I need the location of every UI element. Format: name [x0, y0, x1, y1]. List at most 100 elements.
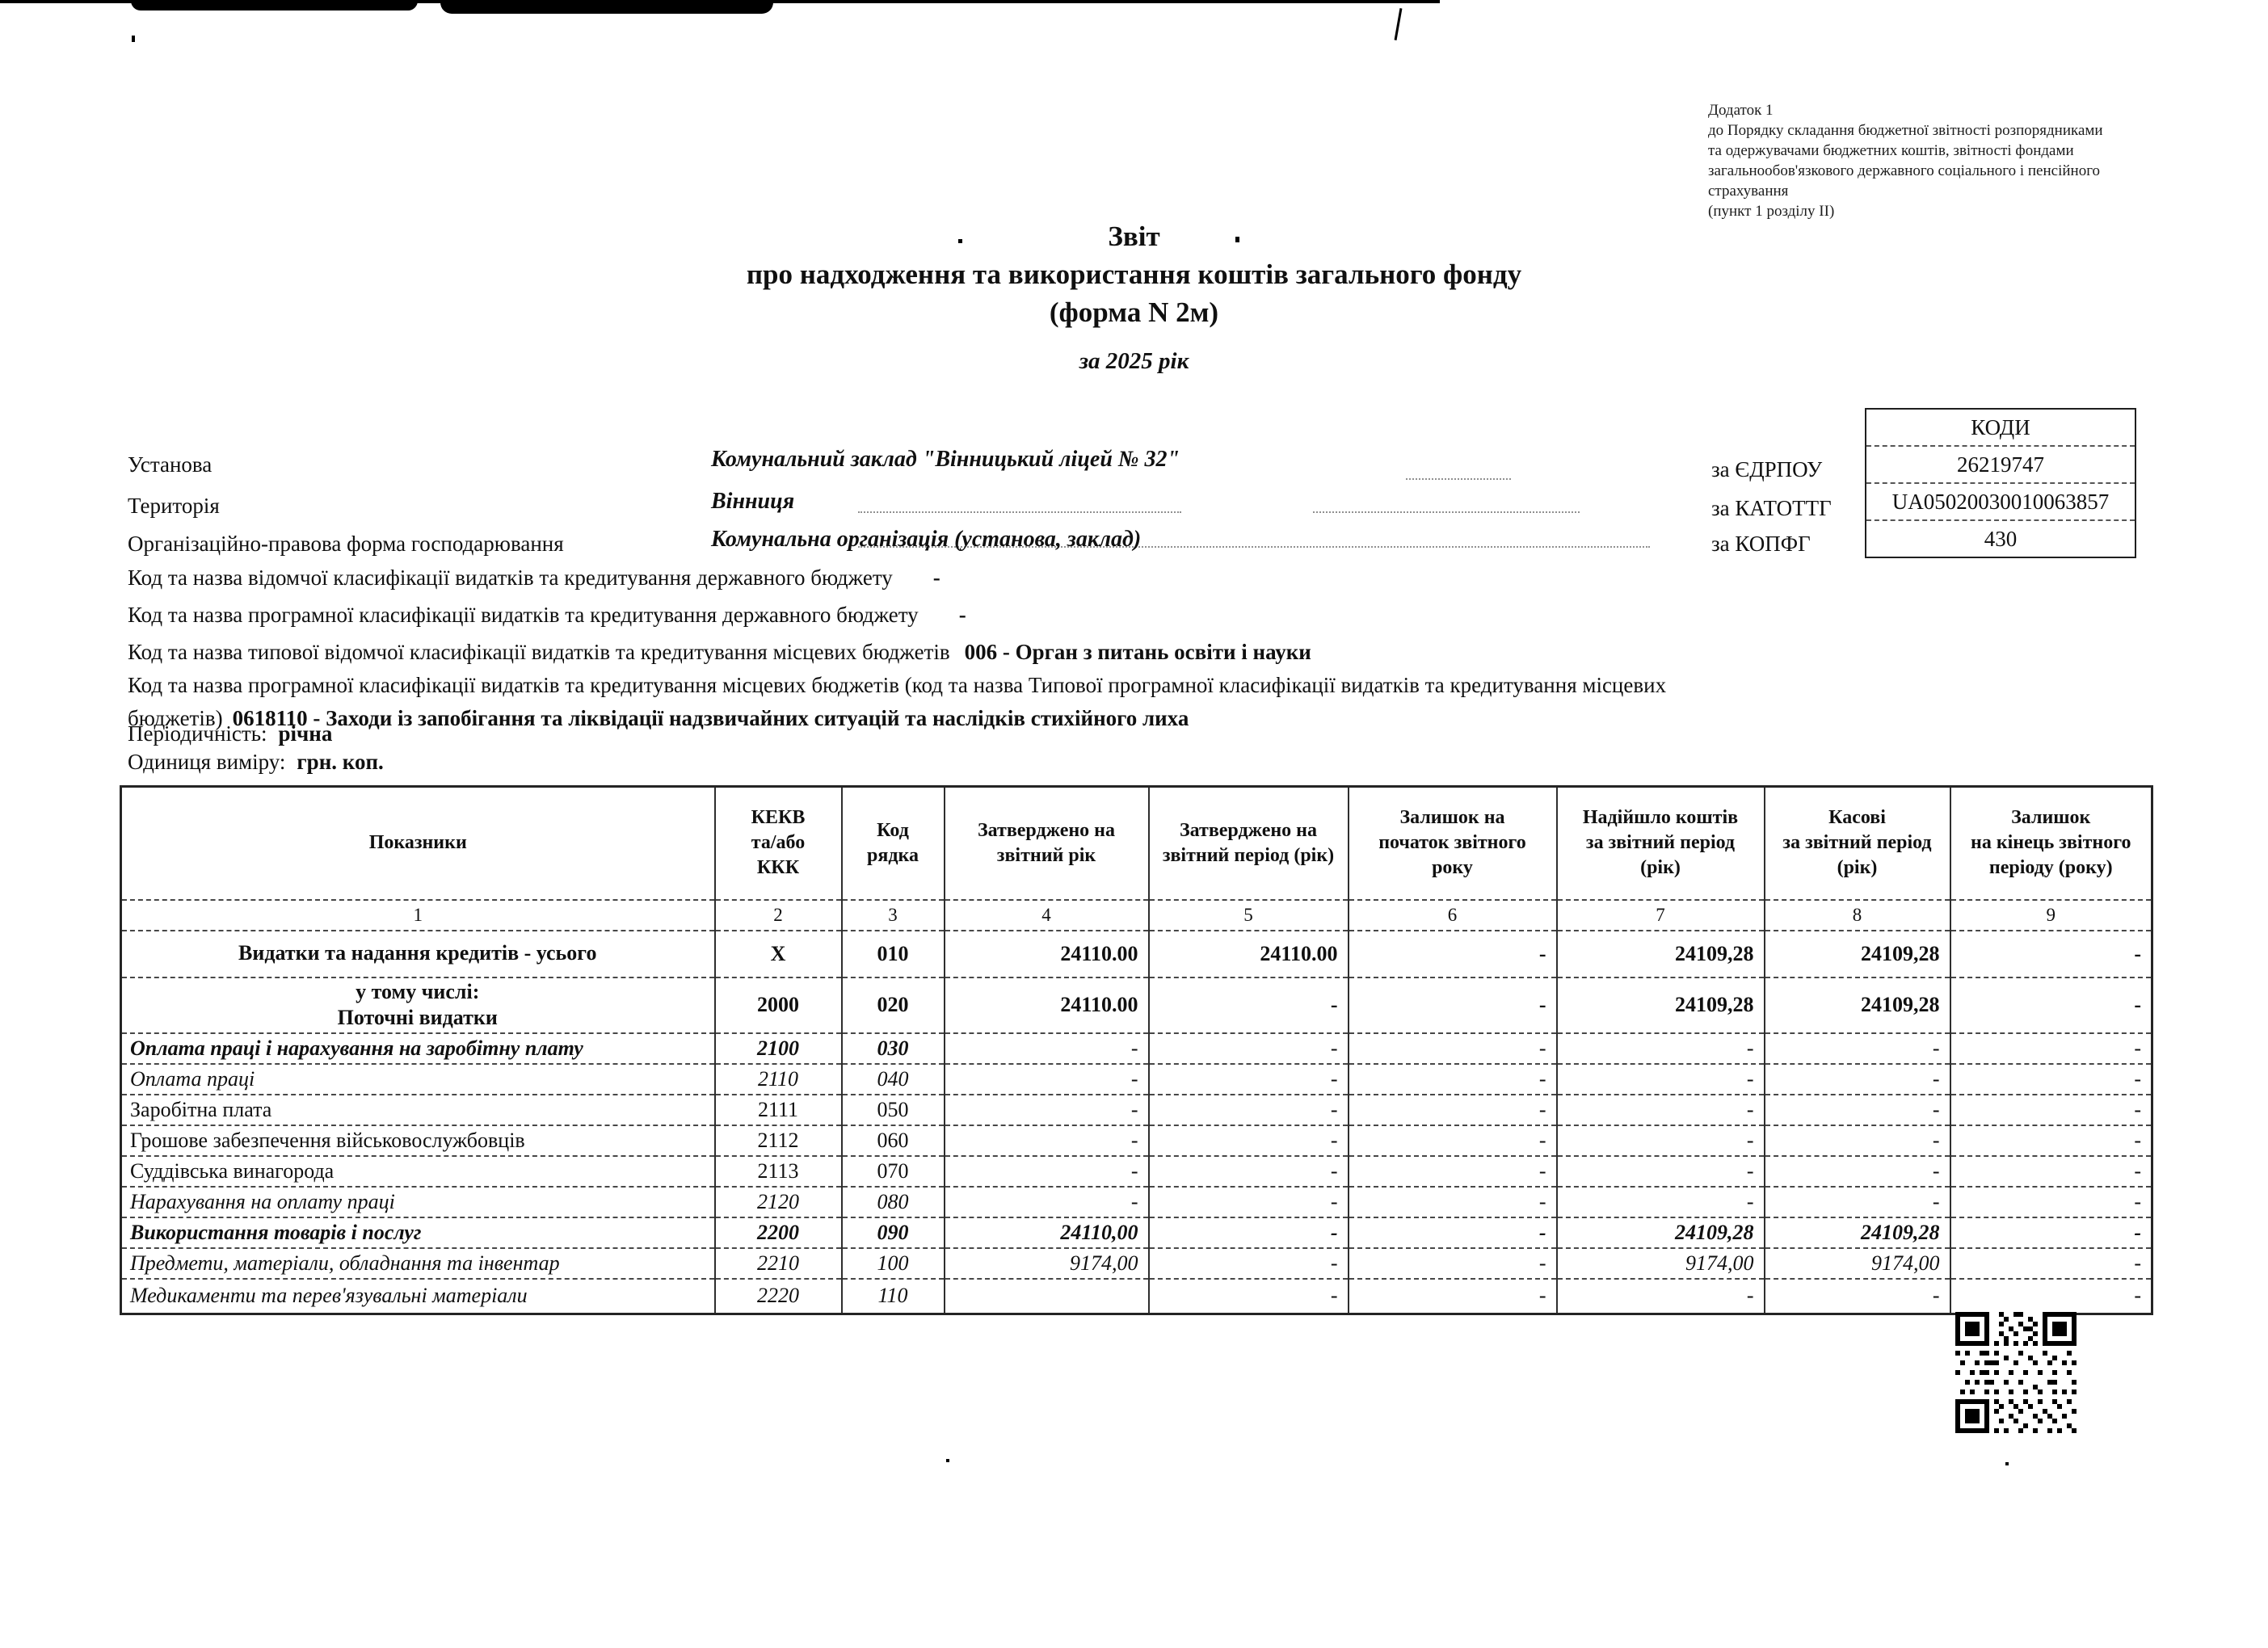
cell-value: - [1763, 1093, 1950, 1125]
cell-value: - [1147, 976, 1349, 1033]
cell-value: 24110.00 [1147, 929, 1349, 977]
appendix-note: Додаток 1 до Порядку складання бюджетної… [1708, 100, 2225, 221]
periodicity-label: Періодичність: [128, 721, 267, 746]
column-number: 4 [943, 898, 1149, 931]
cell-value: - [1347, 929, 1557, 977]
row-kekv: 2112 [713, 1124, 842, 1156]
appendix-line: Додаток 1 [1708, 102, 1774, 119]
cell-value: - [1949, 1032, 2152, 1064]
scan-artifact [958, 239, 962, 243]
cell-value: - [1555, 1062, 1765, 1095]
cell-value: - [1763, 1062, 1950, 1095]
column-number: 5 [1147, 898, 1349, 931]
scan-artifact [858, 511, 1181, 513]
row-kekv: 2100 [713, 1032, 842, 1064]
column-number: 3 [840, 898, 945, 931]
header-kekv: КЕКВ та/або ККК [713, 785, 842, 900]
table-row: Грошове забезпечення військовослужбовців… [120, 1124, 2152, 1156]
territory-value: Вінниця [711, 489, 795, 514]
row-code: 100 [840, 1247, 945, 1279]
cell-value: - [1763, 1154, 1950, 1187]
column-number: 7 [1555, 898, 1765, 931]
classification-text: Код та назва програмної класифікації вид… [128, 603, 919, 627]
header-received: Надійшло коштів за звітний період (рік) [1555, 785, 1765, 900]
territory-label: Територія [128, 494, 220, 518]
cell-value: - [1555, 1154, 1765, 1187]
column-numbering-row: 1 2 3 4 5 6 7 8 9 [120, 898, 2152, 931]
scan-artifact [858, 546, 1650, 548]
row-code: 060 [840, 1124, 945, 1156]
cell-value [943, 1277, 1149, 1314]
cell-value: - [1555, 1093, 1765, 1125]
scan-artifact [132, 36, 135, 42]
legal-form-value: Комунальна організація (установа, заклад… [711, 527, 1142, 552]
row-indicator: Видатки та надання кредитів - усього [120, 929, 715, 977]
row-indicator: Медикаменти та перев'язувальні матеріали [120, 1277, 715, 1314]
classification-code: - [958, 603, 966, 627]
cell-value: - [1147, 1154, 1349, 1187]
cell-value: 24109,28 [1555, 976, 1765, 1033]
table-row: Заробітна плата 2111 050 - - - - - - [120, 1093, 2152, 1125]
cell-value: 24109,28 [1763, 929, 1950, 977]
cell-value: - [1763, 1185, 1950, 1217]
table-row: Видатки та надання кредитів - усього X 0… [120, 929, 2152, 977]
table-row: Медикаменти та перев'язувальні матеріали… [120, 1277, 2152, 1314]
cell-value: - [1147, 1032, 1349, 1064]
row-code: 080 [840, 1185, 945, 1217]
classification-text: Код та назва програмної класифікації вид… [128, 673, 1667, 730]
table-row: Оплата праці 2110 040 - - - - - - [120, 1062, 2152, 1095]
row-indicator: Використання товарів і послуг [120, 1216, 715, 1248]
table-row: Використання товарів і послуг 2200 090 2… [120, 1216, 2152, 1248]
cell-value: - [943, 1124, 1149, 1156]
row-indicator: Заробітна плата [120, 1093, 715, 1125]
cell-value: - [1147, 1277, 1349, 1314]
cell-value: - [1555, 1124, 1765, 1156]
cell-value: 24109,28 [1763, 976, 1950, 1033]
column-number: 2 [713, 898, 842, 931]
appendix-line: до Порядку складання бюджетної звітності… [1708, 122, 2103, 140]
cell-value: - [1949, 1124, 2152, 1156]
codes-box: КОДИ 26219747 UA05020030010063857 430 [1865, 408, 2136, 558]
row-code: 090 [840, 1216, 945, 1248]
scan-artifact [946, 1459, 949, 1462]
katottg-label: за КАТОТТГ [1711, 496, 1832, 520]
cell-value: - [1763, 1124, 1950, 1156]
row-indicator: Нарахування на оплату праці [120, 1185, 715, 1217]
header-approved-year: Затверджено на звітний рік [943, 785, 1149, 900]
institution-value: Комунальний заклад "Вінницький ліцей № 3… [711, 447, 1180, 472]
title-line: (форма N 2м) [1049, 296, 1219, 328]
table-header-row: Показники КЕКВ та/або ККК Код рядка Затв… [120, 785, 2152, 900]
report-period: за 2025 рік [1079, 347, 1189, 374]
cell-value: - [1347, 1093, 1557, 1125]
classification-line: Код та назва відомчої класифікації видат… [128, 561, 940, 595]
header-indicators: Показники [120, 785, 715, 900]
kopfg-label: за КОПФГ [1711, 532, 1811, 556]
cell-value: 9174,00 [943, 1247, 1149, 1279]
cell-value: - [1763, 1277, 1950, 1314]
appendix-line: загальнообов'язкового державного соціаль… [1708, 162, 2101, 180]
row-code: 020 [840, 976, 945, 1033]
appendix-line: та одержувачами бюджетних коштів, звітно… [1708, 142, 2074, 160]
cell-value: - [1347, 1154, 1557, 1187]
header-balance-end: Залишок на кінець звітного періоду (року… [1949, 785, 2152, 900]
unit-line: Одиниця виміру: грн. коп. [128, 750, 384, 775]
cell-value: - [1949, 976, 2152, 1033]
row-indicator: Оплата праці [120, 1062, 715, 1095]
column-number: 1 [120, 898, 715, 931]
cell-value: - [1949, 1154, 2152, 1187]
cell-value: - [1347, 976, 1557, 1033]
scan-artifact [131, 0, 418, 11]
row-kekv: 2210 [713, 1247, 842, 1279]
row-kekv: 2113 [713, 1154, 842, 1187]
cell-value: - [943, 1185, 1149, 1217]
scan-artifact [1406, 478, 1511, 480]
table-row: у тому числі: Поточні видатки 2000 020 2… [120, 976, 2152, 1033]
header-approved-period: Затверджено на звітний період (рік) [1147, 785, 1349, 900]
row-indicator: Суддівська винагорода [120, 1154, 715, 1187]
row-indicator: у тому числі: Поточні видатки [120, 976, 715, 1033]
cell-value: 9174,00 [1763, 1247, 1950, 1279]
cell-value: 24109,28 [1763, 1216, 1950, 1248]
title-line: про надходження та використання коштів з… [746, 258, 1522, 290]
institution-label: Установа [128, 452, 212, 477]
cell-value: 24109,28 [1555, 1216, 1765, 1248]
